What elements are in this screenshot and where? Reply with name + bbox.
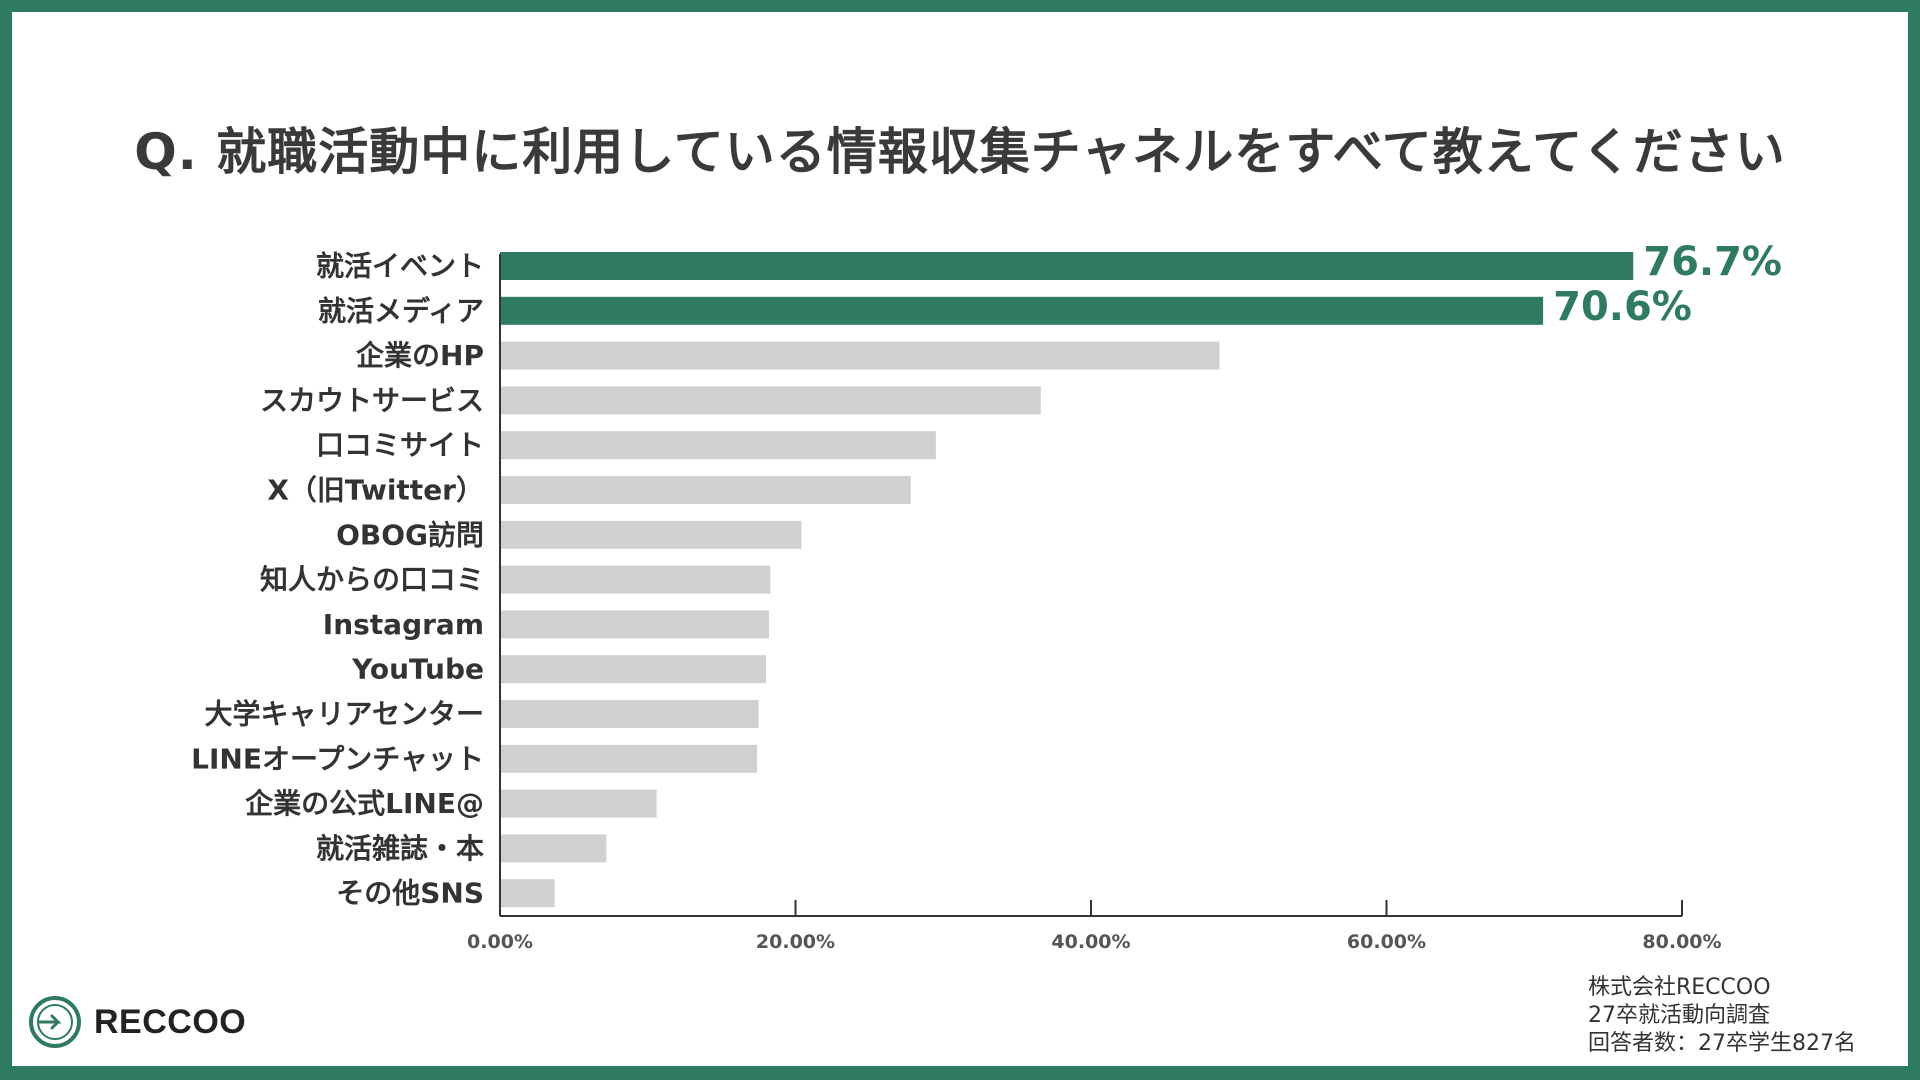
bar-12	[500, 744, 758, 773]
category-label: YouTube	[351, 653, 484, 686]
data-label: 70.6%	[1553, 284, 1692, 330]
x-tick-label: 20.00%	[756, 931, 835, 953]
bar-10	[500, 655, 766, 684]
source-company: 株式会社RECCOO	[1588, 975, 1771, 1000]
data-label: 76.7%	[1643, 239, 1782, 285]
reccoo-logo-icon	[29, 996, 81, 1048]
category-label: 企業の公式LINE@	[245, 787, 484, 820]
bar-11	[500, 700, 759, 728]
category-label: X（旧Twitter）	[267, 474, 484, 507]
bar-7	[500, 520, 802, 549]
category-label: 就活イベント	[316, 250, 484, 283]
category-label: 口コミサイト	[316, 429, 484, 462]
brand-logo: RECCOO	[28, 992, 246, 1052]
x-tick-label: 60.00%	[1347, 931, 1426, 953]
source-survey: 27卒就活動向調査	[1588, 1003, 1770, 1028]
bar-9	[500, 610, 769, 639]
bar-8	[500, 565, 771, 594]
bar-6	[500, 476, 911, 504]
category-label: 企業のHP	[356, 339, 484, 372]
category-label: Instagram	[323, 608, 484, 641]
category-label: 就活メディア	[318, 294, 484, 327]
source-note: 株式会社RECCOO 27卒就活動向調査 回答者数：27卒学生827名	[1588, 974, 1856, 1058]
slide-frame: Q. 就職活動中に利用している情報収集チャネルをすべて教えてください 就活イベン…	[12, 12, 1908, 1066]
bar-5	[500, 431, 936, 460]
x-tick-label: 0.00%	[467, 931, 533, 953]
x-tick-label: 80.00%	[1642, 931, 1721, 953]
category-label: 大学キャリアセンター	[205, 698, 484, 731]
category-label: その他SNS	[336, 877, 484, 910]
x-tick-label: 40.00%	[1051, 931, 1130, 953]
bar-3	[500, 341, 1220, 370]
category-label: 知人からの口コミ	[260, 563, 484, 596]
category-label: LINEオープンチャット	[191, 742, 484, 775]
source-respondents: 回答者数：27卒学生827名	[1588, 1031, 1856, 1056]
bar-14	[500, 834, 607, 863]
category-label: OBOG訪問	[336, 518, 484, 551]
category-label: スカウトサービス	[260, 384, 484, 417]
bar-13	[500, 789, 657, 818]
chart-title: Q. 就職活動中に利用している情報収集チャネルをすべて教えてください	[134, 123, 1786, 181]
bar-1	[500, 252, 1634, 280]
bar-4	[500, 386, 1041, 415]
category-label: 就活雑誌・本	[316, 832, 484, 865]
bar-2	[500, 296, 1544, 325]
brand-name: RECCOO	[94, 1002, 247, 1041]
bar-chart: 就活イベント 76.7% 就活メディア 70.6% 企業のHP スカウトサービス口コミサイ…	[191, 239, 1782, 953]
bar-15	[500, 879, 555, 908]
